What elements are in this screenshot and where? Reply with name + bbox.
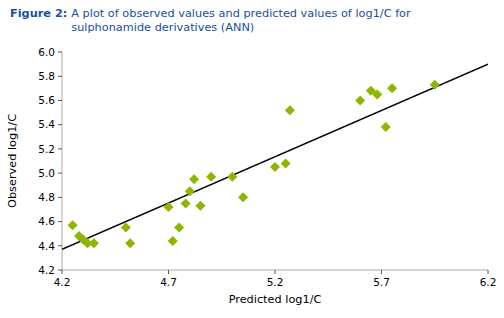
x-axis-label: Predicted log1/C	[229, 293, 322, 306]
y-tick	[58, 124, 62, 125]
scatter-point	[125, 238, 135, 248]
y-tick	[58, 173, 62, 174]
y-tick-label: 5.4	[38, 118, 55, 130]
y-tick-label: 4.2	[38, 264, 55, 276]
y-tick	[58, 148, 62, 149]
title: Figure 2:	[10, 7, 67, 20]
y-tick-label: 4.8	[38, 191, 55, 203]
scatter-point	[89, 238, 99, 248]
scatter-point	[68, 220, 78, 230]
y-tick	[58, 100, 62, 101]
y-axis-label: Observed log1/C	[6, 114, 19, 208]
scatter-point	[281, 158, 291, 168]
x-tick-label: 5.7	[373, 276, 390, 288]
x-tick	[488, 270, 489, 274]
scatter-point	[185, 186, 195, 196]
subtitle-line: sulphonamide derivatives (ANN)	[71, 21, 254, 34]
scatter-point	[195, 201, 205, 211]
x-tick-label: 4.2	[54, 276, 71, 288]
x-tick	[275, 270, 276, 274]
y-tick-label: 4.4	[38, 240, 55, 252]
scatter-point	[430, 80, 440, 90]
y-axis-line	[62, 52, 63, 270]
x-tick	[168, 270, 169, 274]
regression-line	[62, 64, 488, 249]
x-tick	[381, 270, 382, 274]
y-tick-label: 5.6	[38, 94, 55, 106]
scatter-point	[189, 174, 199, 184]
x-tick-label: 6.2	[480, 276, 497, 288]
scatter-point	[174, 223, 184, 233]
y-tick	[58, 197, 62, 198]
y-tick-label: 5.0	[38, 167, 55, 179]
y-tick	[58, 270, 62, 271]
scatter-point	[168, 236, 178, 246]
x-tick-label: 4.7	[160, 276, 177, 288]
y-tick	[58, 52, 62, 53]
scatter-point	[181, 198, 191, 208]
y-tick-label: 4.6	[38, 215, 55, 227]
scatter-point	[227, 172, 237, 182]
subtitle-line: A plot of observed values and predicted …	[71, 7, 411, 20]
y-tick-label: 6.0	[38, 46, 55, 58]
y-tick-label: 5.2	[38, 143, 55, 155]
subtitle: A plot of observed values and predicted …	[71, 7, 411, 34]
plot-area	[62, 64, 488, 249]
scatter-point	[381, 122, 391, 132]
scatter-point	[285, 105, 295, 115]
scatter-point	[372, 89, 382, 99]
scatter-point	[121, 223, 131, 233]
y-tick-label: 5.8	[38, 70, 55, 82]
y-tick	[58, 76, 62, 77]
scatter-point	[238, 192, 248, 202]
scatter-point	[164, 202, 174, 212]
x-tick	[62, 270, 63, 274]
y-tick	[58, 221, 62, 222]
scatter-point	[270, 162, 280, 172]
x-tick-label: 5.2	[267, 276, 284, 288]
scatter-point	[387, 83, 397, 93]
y-tick	[58, 245, 62, 246]
chart: Figure 2: A plot of observed values and p…	[0, 0, 504, 318]
scatter-point	[355, 95, 365, 105]
scatter-point	[206, 172, 216, 182]
